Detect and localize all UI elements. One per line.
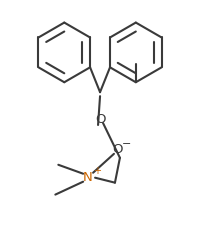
Text: +: + [93, 166, 101, 176]
Text: −: − [122, 139, 132, 149]
Text: O: O [95, 113, 105, 125]
Text: N: N [83, 171, 93, 184]
Text: O: O [113, 143, 123, 156]
